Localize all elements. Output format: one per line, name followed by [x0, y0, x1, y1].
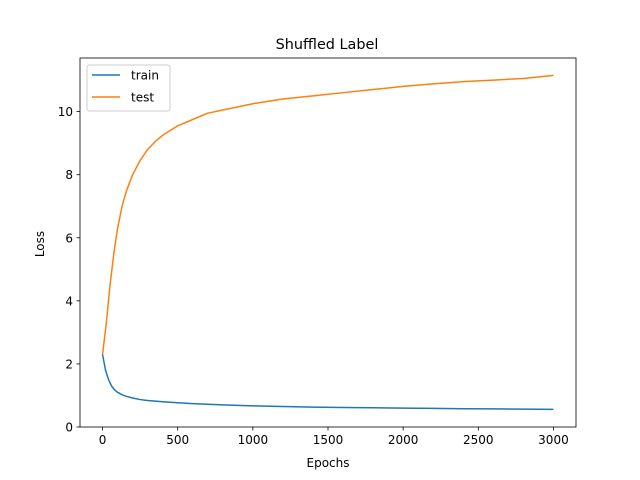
x-tick-label: 1000	[238, 433, 269, 447]
x-axis-label: Epochs	[307, 456, 350, 470]
chart-title: Shuffled Label	[276, 37, 379, 53]
plot-layer	[101, 74, 554, 411]
legend-box	[86, 64, 171, 112]
axes-layer: 0 500 1000 1500 2000 2500 3000 0 2 4 6 8 10	[58, 57, 577, 447]
x-tick-label: 2500	[463, 433, 494, 447]
series-line-train	[101, 354, 554, 411]
series-line-test	[101, 74, 554, 355]
y-tick-label: 4	[65, 294, 73, 308]
y-tick-label: 10	[58, 105, 73, 119]
y-tick-label: 2	[65, 357, 73, 371]
y-axis-label: Loss	[33, 231, 47, 257]
legend-label-test: test	[131, 91, 154, 105]
legend: train test	[86, 64, 171, 112]
x-tick-label: 0	[99, 433, 107, 447]
y-tick-label: 6	[65, 231, 73, 245]
x-tick-label: 1500	[313, 433, 344, 447]
legend-label-train: train	[131, 69, 159, 83]
x-tick-label: 2000	[388, 433, 419, 447]
x-tick-label: 3000	[538, 433, 569, 447]
x-tick-label: 500	[166, 433, 189, 447]
y-tick-label: 8	[65, 168, 73, 182]
y-tick-label: 0	[65, 421, 73, 435]
